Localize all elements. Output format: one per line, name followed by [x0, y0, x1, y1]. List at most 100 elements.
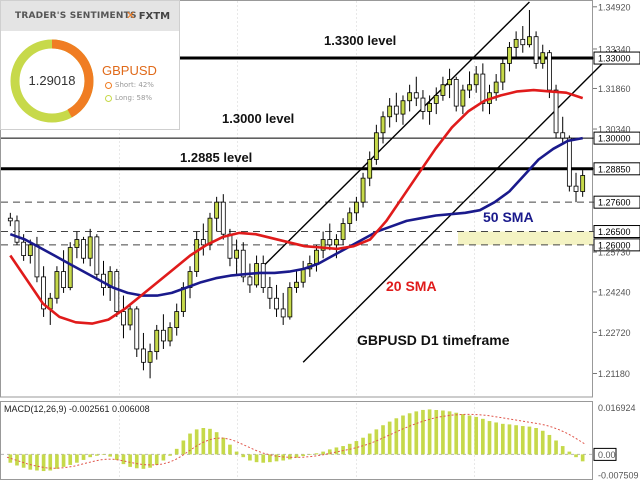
candle-body: [147, 351, 153, 363]
candle-body: [407, 92, 413, 102]
candle-body: [360, 177, 366, 203]
channel-line: [262, 1, 530, 267]
candle-body: [14, 220, 20, 243]
candle-body: [553, 89, 559, 134]
sentiment-donut: [10, 39, 94, 123]
level-label: 1.3300 level: [324, 33, 396, 48]
candle-body: [54, 271, 60, 299]
price-tick-label: 1.30000: [598, 134, 631, 144]
sma20-line: [9, 88, 584, 325]
candle-body: [347, 212, 353, 224]
macd-signal-line: [6, 413, 587, 469]
candle-body: [334, 239, 339, 246]
tick-box: [593, 447, 617, 461]
brand-name: FXTM: [138, 11, 171, 22]
candle-body: [566, 137, 572, 187]
candle-body: [573, 185, 579, 192]
candle-body: [160, 329, 166, 342]
macd-title: MACD(12,26,9) -0.002561 0.006008: [4, 404, 150, 414]
donut-short-arc: [10, 39, 94, 123]
fxtm-x-icon: ✕: [126, 9, 136, 22]
tick-box: [593, 225, 640, 239]
candle-body: [94, 236, 100, 275]
candle-body: [513, 38, 519, 48]
level-label: 1.2885 level: [180, 150, 252, 165]
price-tick-label: 1.26500: [598, 227, 631, 237]
candle-body: [247, 276, 253, 286]
candle-body: [287, 287, 293, 318]
candle-body: [180, 287, 186, 312]
candle-body: [234, 249, 240, 259]
tick-box: [593, 131, 640, 145]
candle-body: [81, 239, 86, 259]
candle-body: [300, 268, 306, 283]
candle-body: [280, 308, 286, 318]
candle-body: [467, 84, 472, 91]
price-tick-label: 1.28850: [598, 164, 631, 174]
long-dot-icon: [105, 94, 112, 102]
candle-body: [134, 308, 140, 350]
candle-body: [114, 271, 120, 312]
candle-body: [400, 100, 406, 115]
candle-body: [533, 36, 539, 64]
price-tick-label: 1.33000: [598, 54, 631, 64]
sma50-line: [9, 136, 583, 297]
candle-body: [174, 311, 180, 329]
candle-body: [121, 311, 126, 326]
tick-box: [593, 195, 640, 209]
candle-body: [314, 249, 319, 264]
candle-body: [413, 92, 419, 99]
macd-tick-label: 0.016924: [598, 403, 636, 413]
price-tick-label: 1.26000: [598, 240, 631, 250]
candle-body: [353, 201, 359, 214]
candle-body: [373, 132, 379, 160]
candle-body: [427, 103, 433, 112]
candle-body: [480, 73, 486, 104]
candle-body: [393, 105, 399, 115]
candle-body: [167, 327, 173, 342]
support-zone: [458, 231, 593, 245]
price-tick-label: 1.21180: [598, 369, 630, 379]
candle-body: [493, 81, 499, 94]
price-tick-label: 1.24240: [598, 287, 631, 297]
candle-body: [194, 239, 200, 272]
candle-body: [327, 239, 333, 246]
candle-body: [320, 239, 326, 251]
candle-body: [560, 132, 566, 139]
candle-body: [433, 95, 439, 104]
tick-box: [593, 238, 640, 252]
candle-body: [74, 239, 80, 248]
candle-body: [214, 201, 220, 219]
candle-body: [500, 62, 506, 83]
sentiment-widget: TRADER'S SENTIMENTS ✕ FXTM 1.29018 GBPUS…: [0, 0, 180, 130]
candle-body: [21, 241, 27, 256]
candle-body: [27, 244, 33, 256]
candle-body: [41, 276, 46, 310]
candle-body: [507, 46, 512, 64]
price-tick-label: 1.27600: [598, 198, 631, 208]
price-frame: [0, 0, 593, 398]
candle-body: [460, 89, 466, 107]
tick-box: [593, 162, 640, 176]
short-dot-icon: [105, 81, 112, 89]
candle-body: [367, 159, 373, 179]
candle-body: [387, 105, 393, 118]
candle-body: [227, 233, 233, 259]
price-tick-label: 1.33340: [598, 44, 631, 54]
sentiment-pair: GBPUSD: [102, 63, 157, 78]
fxtm-logo: ✕ FXTM: [126, 9, 170, 22]
candle-body: [267, 287, 273, 299]
candle-body: [207, 217, 213, 246]
price-tick-label: 1.34920: [598, 2, 631, 12]
candle-body: [200, 239, 206, 246]
sma50-label: 50 SMA: [483, 209, 534, 225]
macd-tick-label: 0.00: [598, 450, 616, 460]
long-legend: Long: 58%: [105, 94, 152, 102]
price-tick-label: 1.31860: [598, 84, 631, 94]
candle-body: [107, 271, 113, 288]
long-label: Long: 58%: [115, 94, 153, 102]
candle-body: [274, 297, 279, 310]
chart-title: GBPUSD D1 timeframe: [357, 332, 510, 348]
candle-body: [540, 52, 546, 64]
candle-body: [87, 236, 93, 259]
